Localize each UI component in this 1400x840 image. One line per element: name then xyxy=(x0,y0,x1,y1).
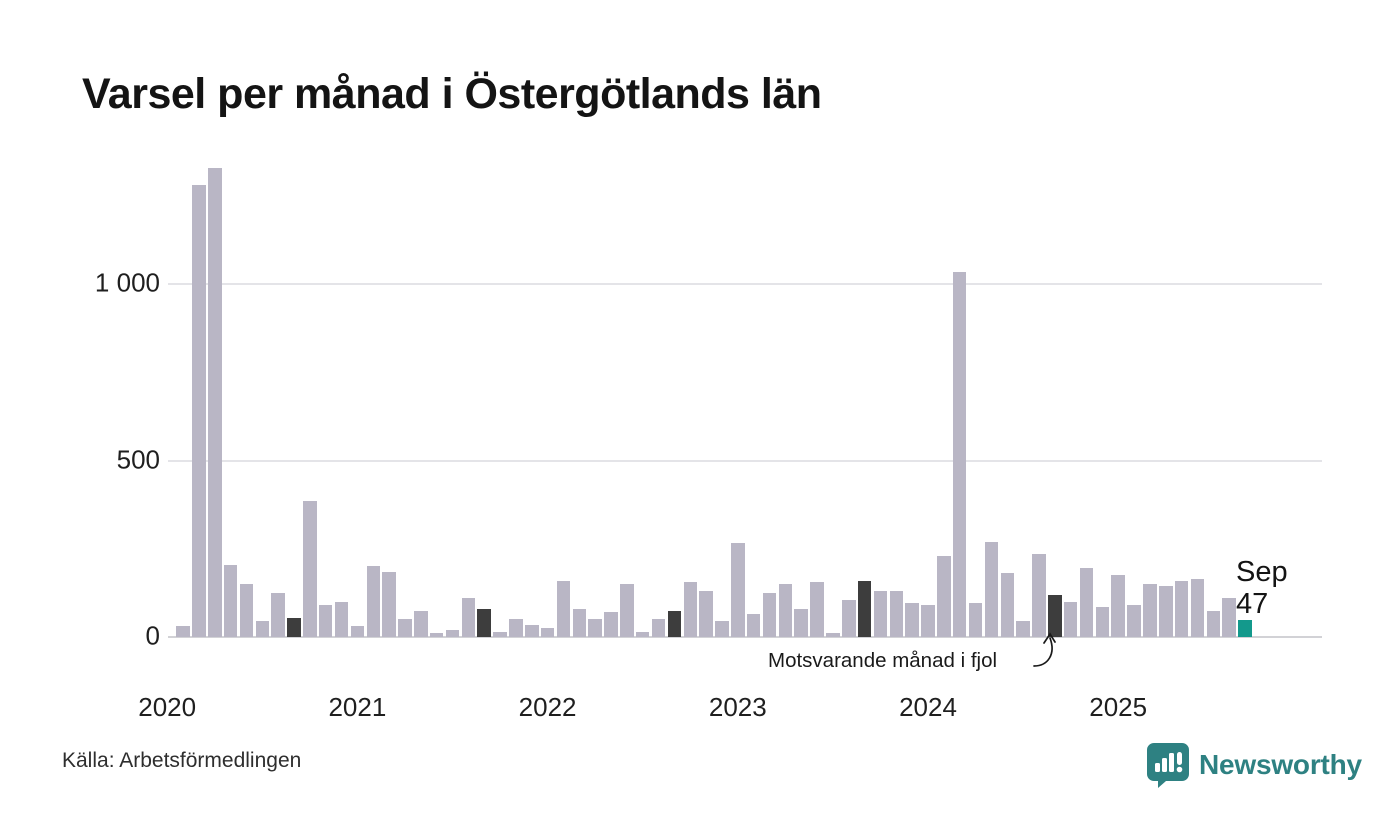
x-axis-year-label: 2025 xyxy=(1089,692,1148,722)
bar xyxy=(889,591,904,637)
newsworthy-logo: Newsworthy xyxy=(1146,742,1362,788)
current-point-label: Sep 47 xyxy=(1236,556,1288,620)
bar xyxy=(1032,554,1046,637)
current-point-month: Sep xyxy=(1236,556,1288,588)
bar xyxy=(414,610,428,637)
bar xyxy=(921,605,935,637)
y-axis-tick-label: 500 xyxy=(116,443,160,474)
bar xyxy=(239,584,254,637)
bar-current-month xyxy=(1238,620,1252,637)
bar xyxy=(556,580,571,637)
y-axis-tick-label: 1 000 xyxy=(94,267,160,298)
bar xyxy=(905,603,919,637)
newsworthy-icon xyxy=(1147,743,1189,788)
y-axis-tick-label: 0 xyxy=(145,620,160,651)
bar xyxy=(303,501,317,637)
bar xyxy=(366,566,380,637)
bar xyxy=(382,571,396,637)
x-axis-year-label: 2022 xyxy=(518,692,577,722)
bar xyxy=(398,619,412,637)
bar xyxy=(572,608,587,637)
annotation-arrow-icon xyxy=(1033,632,1056,667)
bar xyxy=(778,584,793,637)
bar xyxy=(651,619,666,637)
gridline xyxy=(168,283,1322,285)
bar xyxy=(826,633,840,637)
bar xyxy=(1159,585,1173,637)
bar xyxy=(588,619,602,637)
bar xyxy=(525,624,539,637)
bar xyxy=(1016,621,1030,637)
x-axis-year-label: 2023 xyxy=(708,692,767,722)
bar xyxy=(334,601,349,637)
bar xyxy=(699,591,713,637)
x-axis-year-label: 2024 xyxy=(899,692,957,722)
bar xyxy=(318,605,333,637)
bar xyxy=(1095,606,1110,637)
x-axis-year-label: 2020 xyxy=(138,692,197,722)
bar xyxy=(968,603,983,637)
bar xyxy=(731,543,745,637)
gridline xyxy=(168,459,1322,462)
bar xyxy=(1000,573,1014,637)
bar xyxy=(810,582,824,637)
bar xyxy=(794,608,808,637)
bar xyxy=(350,626,365,637)
bar xyxy=(620,584,634,637)
source-label: Källa: Arbetsförmedlingen xyxy=(62,749,302,772)
bar xyxy=(984,541,999,637)
bar xyxy=(509,619,523,637)
bar-same-month-last-year xyxy=(857,580,872,637)
bar xyxy=(255,621,270,637)
chart-title: Varsel per månad i Östergötlands län xyxy=(82,70,822,118)
bar-same-month-last-year xyxy=(667,610,682,637)
bar xyxy=(1174,580,1189,637)
x-axis-year-label: 2021 xyxy=(328,692,387,722)
bar xyxy=(746,614,761,637)
bar xyxy=(192,185,206,637)
bar xyxy=(1127,605,1141,637)
newsworthy-logo-text: Newsworthy xyxy=(1199,749,1362,780)
bar xyxy=(429,633,444,637)
bar xyxy=(493,631,507,637)
bar-same-month-last-year xyxy=(287,617,301,637)
bar xyxy=(683,582,697,637)
bar-same-month-last-year xyxy=(477,608,491,637)
bar xyxy=(1079,568,1094,637)
bar xyxy=(223,564,238,637)
bar xyxy=(540,628,555,637)
bar xyxy=(461,598,476,637)
bar xyxy=(1222,598,1236,637)
bar xyxy=(842,599,856,637)
current-point-value: 47 xyxy=(1236,588,1269,620)
bar xyxy=(271,592,285,637)
bar xyxy=(208,167,222,637)
x-axis-baseline xyxy=(168,636,1322,638)
bar xyxy=(762,592,777,637)
bar-same-month-last-year xyxy=(1048,594,1062,637)
bar xyxy=(1111,575,1125,637)
bar xyxy=(715,621,729,637)
bar xyxy=(445,629,460,637)
bar xyxy=(176,626,190,637)
bar xyxy=(1143,584,1157,637)
bar xyxy=(937,555,951,637)
bar xyxy=(952,271,967,637)
bar xyxy=(635,631,650,637)
bar xyxy=(1190,578,1205,637)
bar xyxy=(1206,610,1221,637)
bar xyxy=(1063,601,1078,637)
bar xyxy=(604,612,618,637)
bar xyxy=(873,591,888,637)
annotation-last-year-label: Motsvarande månad i fjol xyxy=(768,649,998,672)
